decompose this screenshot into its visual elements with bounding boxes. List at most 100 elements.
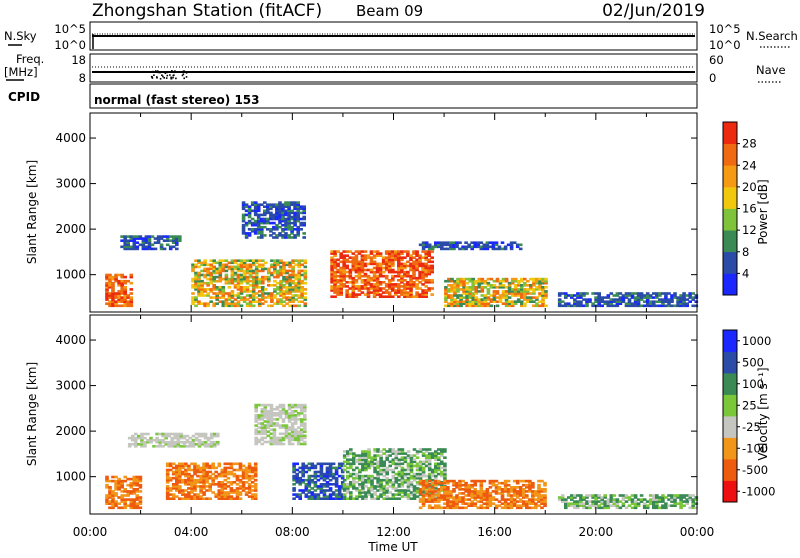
heatmap-cell [307, 481, 312, 484]
heatmap-cell [357, 252, 362, 255]
heatmap-cell [361, 491, 365, 494]
heatmap-cell [253, 474, 258, 478]
heatmap-cell [597, 298, 601, 301]
heatmap-cell [304, 489, 309, 492]
heatmap-cell [176, 440, 181, 444]
heatmap-cell [226, 462, 231, 466]
heatmap-cell [254, 279, 259, 283]
heatmap-cell [197, 286, 201, 289]
heatmap-cell [349, 483, 353, 486]
heatmap-cell [513, 302, 518, 305]
heatmap-cell [310, 464, 315, 468]
heatmap-cell [661, 500, 665, 503]
heatmap-cell [633, 296, 638, 299]
heatmap-cell [400, 274, 404, 278]
heatmap-cell [501, 279, 506, 283]
heatmap-cell [406, 293, 410, 296]
heatmap-cell [117, 279, 121, 283]
heatmap-cell [279, 281, 283, 285]
heatmap-cell [557, 294, 562, 297]
heatmap-cell [143, 440, 147, 444]
heatmap-cell [227, 281, 232, 285]
heatmap-cell [342, 464, 347, 468]
heatmap-cell [242, 275, 247, 279]
heatmap-cell [242, 273, 247, 277]
heatmap-cell [682, 504, 686, 507]
heatmap-cell [190, 491, 194, 494]
heatmap-cell [509, 241, 514, 244]
time-axis-label: Time UT [367, 540, 418, 554]
heatmap-cell [421, 264, 425, 268]
heatmap-cell [440, 474, 444, 478]
heatmap-cell [372, 295, 377, 298]
heatmap-cell [279, 273, 283, 277]
heatmap-cell [336, 289, 340, 292]
heatmap-cell [197, 279, 201, 283]
heatmap-cell [250, 495, 255, 498]
heatmap-cell [287, 201, 291, 204]
heatmap-cell [217, 474, 222, 478]
heatmap-cell [206, 263, 210, 267]
nave-tick-top: 60 [709, 53, 724, 67]
heatmap-cell [184, 478, 188, 482]
heatmap-cell [253, 201, 258, 204]
heatmap-cell [591, 494, 595, 497]
nave-point [153, 74, 155, 76]
heatmap-cell [254, 418, 258, 421]
heatmap-cell [300, 269, 304, 273]
heatmap-cell [397, 266, 401, 270]
heatmap-cell [202, 493, 206, 496]
heatmap-cell [331, 483, 336, 486]
heatmap-cell [381, 274, 386, 278]
heatmap-cell [434, 241, 438, 244]
heatmap-cell [564, 506, 568, 510]
heatmap-cell [652, 296, 656, 299]
heatmap-cell [203, 304, 207, 308]
heatmap-cell [618, 500, 623, 503]
heatmap-cell [541, 286, 545, 289]
heatmap-cell [241, 215, 246, 219]
heatmap-cell [206, 288, 210, 291]
heatmap-cell [486, 296, 491, 299]
heatmap-cell [227, 302, 232, 305]
heatmap-cell [254, 430, 258, 433]
heatmap-cell [473, 504, 477, 507]
heatmap-cell [247, 466, 252, 470]
heatmap-cell [424, 483, 429, 487]
heatmap-cell [450, 277, 454, 281]
heatmap-cell [281, 234, 285, 237]
heatmap-cell [354, 274, 359, 278]
heatmap-cell [247, 491, 252, 494]
heatmap-cell [615, 302, 620, 305]
heatmap-cell [319, 483, 324, 486]
colorbar-tick-label: 4 [742, 266, 749, 280]
heatmap-cell [443, 462, 447, 466]
heatmap-cell [468, 296, 472, 299]
heatmap-cell [165, 476, 170, 480]
heatmap-cell [208, 476, 212, 480]
heatmap-cell [400, 456, 405, 459]
heatmap-cell [361, 456, 365, 459]
heatmap-cell [639, 294, 644, 297]
heatmap-cell [509, 506, 514, 510]
heatmap-cell [504, 286, 509, 289]
heatmap-cell [196, 497, 200, 500]
heatmap-cell [369, 287, 374, 290]
heatmap-cell [415, 254, 419, 257]
heatmap-cell [615, 506, 620, 510]
heatmap-cell [211, 491, 215, 494]
heatmap-cell [455, 483, 459, 487]
heatmap-cell [193, 470, 197, 474]
heatmap-cell [299, 205, 303, 208]
heatmap-cell [354, 285, 359, 288]
heatmap-cell [290, 436, 295, 440]
heatmap-cell [538, 286, 542, 289]
heatmap-cell [376, 462, 380, 466]
nave-point [165, 77, 168, 79]
heatmap-cell [236, 267, 241, 271]
heatmap-cell [241, 468, 246, 472]
heatmap-cell [173, 445, 178, 448]
heatmap-cell [379, 462, 383, 466]
heatmap-cell [200, 261, 204, 265]
heatmap-cell [162, 247, 167, 251]
